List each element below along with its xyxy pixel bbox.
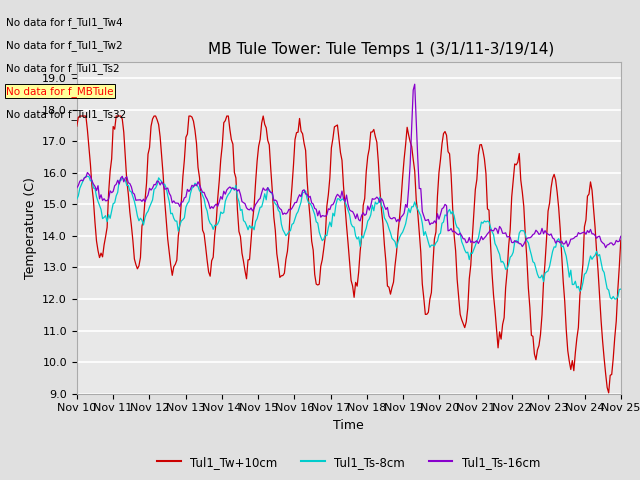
Y-axis label: Temperature (C): Temperature (C) bbox=[24, 177, 36, 279]
Text: No data for f_Tul1_Ts2: No data for f_Tul1_Ts2 bbox=[6, 63, 120, 74]
Text: No data for f_MBTule: No data for f_MBTule bbox=[6, 86, 114, 97]
Text: No data for f_Tul1_Tw2: No data for f_Tul1_Tw2 bbox=[6, 40, 123, 51]
Legend: Tul1_Tw+10cm, Tul1_Ts-8cm, Tul1_Ts-16cm: Tul1_Tw+10cm, Tul1_Ts-8cm, Tul1_Ts-16cm bbox=[153, 451, 545, 473]
Text: No data for f_Tul1_Ts32: No data for f_Tul1_Ts32 bbox=[6, 109, 127, 120]
Text: No data for f_Tul1_Tw4: No data for f_Tul1_Tw4 bbox=[6, 17, 123, 28]
Title: MB Tule Tower: Tule Temps 1 (3/1/11-3/19/14): MB Tule Tower: Tule Temps 1 (3/1/11-3/19… bbox=[208, 42, 555, 57]
X-axis label: Time: Time bbox=[333, 419, 364, 432]
